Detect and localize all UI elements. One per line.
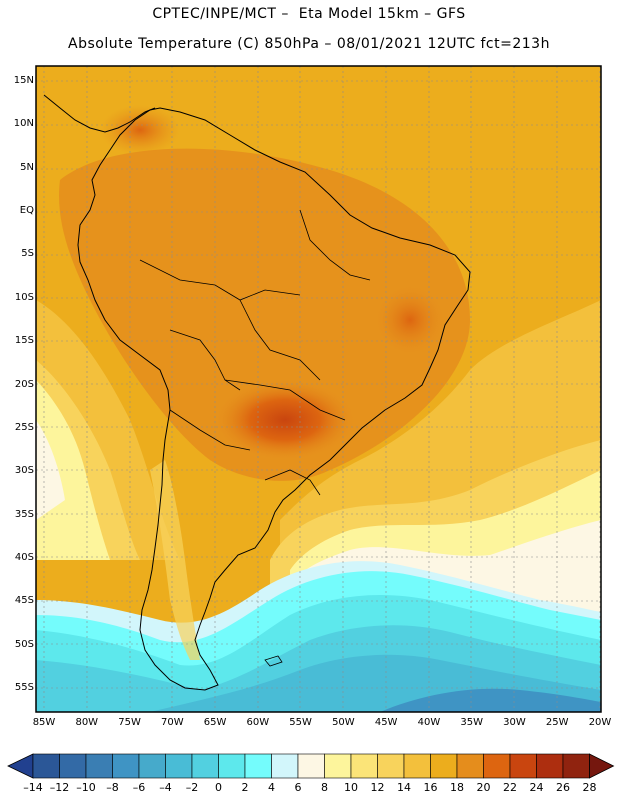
lat-tick-label: 10N (13, 118, 34, 130)
colorbar-swatch (32, 753, 60, 779)
lat-tick-label: 5S (21, 248, 34, 260)
map-frame (35, 65, 602, 713)
lon-tick-label: 50W (332, 717, 355, 728)
graticule (36, 66, 601, 712)
lon-tick-label: 85W (32, 717, 56, 728)
colorbar (7, 753, 615, 779)
lon-tick-label: 75W (118, 717, 141, 728)
field-southern-m6c (380, 688, 601, 712)
colorbar-swatch (191, 753, 219, 779)
colorbar-swatch (509, 753, 537, 779)
colorbar-tick-label: 28 (582, 781, 597, 794)
colorbar-tick-label: 0 (215, 781, 222, 794)
colorbar-swatch (165, 753, 193, 779)
lat-tick-label: 15S (14, 335, 34, 347)
colorbar-swatch (562, 753, 590, 779)
colorbar-tick-label: 2 (241, 781, 249, 794)
colorbar-tick-label: 18 (450, 781, 464, 794)
field-bahia-hotspot (375, 285, 445, 355)
colorbar-swatch (456, 753, 484, 779)
lat-tick-label: 10S (14, 291, 34, 303)
colorbar-tick-label: 14 (397, 781, 411, 794)
field-paraguay-hotspot (215, 380, 355, 460)
lon-tick-label: 55W (289, 717, 312, 728)
field-andes-cool (150, 460, 200, 660)
lat-tick-label: 50S (14, 638, 34, 650)
colorbar-tick-label: 22 (503, 781, 517, 794)
lat-tick-label: 55S (14, 682, 34, 693)
lon-tick-label: 70W (160, 717, 184, 728)
colorbar-lower-extension (7, 753, 34, 779)
colorbar-swatch (430, 753, 458, 779)
lat-tick-label: 5N (20, 161, 34, 173)
colorbar-tick-label: –10 (76, 781, 96, 794)
colorbar-tick-label: –14 (23, 781, 43, 794)
colorbar-swatch (85, 753, 113, 779)
colorbar-swatch (244, 753, 272, 779)
country-borders (139, 209, 371, 496)
lon-tick-label: 25W (545, 717, 569, 728)
lat-tick-label: 45S (14, 595, 34, 607)
colorbar-tick-label: 10 (344, 781, 358, 794)
falkland-islands (264, 655, 283, 667)
colorbar-swatch (403, 753, 431, 779)
colorbar-tick-label: –6 (132, 781, 146, 794)
map-title-model: CPTEC/INPE/MCT – Eta Model 15km – GFS (152, 6, 466, 22)
colorbar-swatch (138, 753, 166, 779)
lat-tick-label: 30S (14, 465, 34, 477)
field-colombia-hotspot (100, 105, 180, 155)
lat-tick-label: 25S (14, 421, 34, 433)
colorbar-tick-label: –12 (49, 781, 70, 794)
colorbar-tick-label: 12 (370, 781, 385, 794)
colorbar-swatch (297, 753, 325, 779)
colorbar-swatch (350, 753, 378, 779)
colorbar-tick-label: 20 (476, 781, 491, 794)
colorbar-swatch (483, 753, 511, 779)
lon-tick-label: 45W (374, 717, 398, 728)
lat-tick-label: EQ (19, 205, 34, 217)
field-pacific-6c (36, 420, 65, 520)
colorbar-swatch (59, 753, 87, 779)
lon-tick-label: 30W (503, 717, 526, 728)
central-america-coastline (43, 94, 156, 133)
lat-tick-label: 35S (14, 508, 34, 520)
colorbar-tick-label: 8 (321, 781, 328, 794)
lon-tick-label: 35W (460, 717, 483, 728)
colorbar-swatch (271, 753, 299, 779)
colorbar-tick-label: 6 (294, 781, 302, 794)
colorbar-tick-label: 4 (268, 781, 275, 794)
field-continent-20c (59, 148, 471, 481)
colorbar-swatch (324, 753, 352, 779)
lat-tick-label: 40S (14, 551, 34, 563)
colorbar-tick-label: –2 (185, 781, 199, 794)
lon-tick-label: 80W (75, 717, 99, 728)
map-title-variable: Absolute Temperature (C) 850hPa – 08/01/… (68, 36, 550, 52)
lon-tick-label: 60W (246, 717, 270, 728)
colorbar-tick-label: –8 (106, 781, 119, 794)
colorbar-upper-extension (589, 753, 615, 779)
colorbar-tick-label: –4 (159, 781, 172, 794)
lon-tick-label: 20W (588, 717, 612, 728)
lat-tick-label: 15N (13, 75, 34, 86)
lon-tick-label: 40W (417, 717, 441, 728)
colorbar-swatch (536, 753, 564, 779)
colorbar-swatch (218, 753, 246, 779)
south-america-coastline (77, 107, 471, 691)
colorbar-tick-label: 16 (423, 781, 438, 794)
colorbar-swatch (377, 753, 405, 779)
colorbar-swatch (112, 753, 140, 779)
colorbar-tick-label: 24 (529, 781, 544, 794)
lat-tick-label: 20S (14, 378, 34, 390)
temperature-field (36, 66, 601, 712)
colorbar-tick-label: 26 (556, 781, 570, 794)
lon-tick-label: 65W (203, 717, 227, 728)
